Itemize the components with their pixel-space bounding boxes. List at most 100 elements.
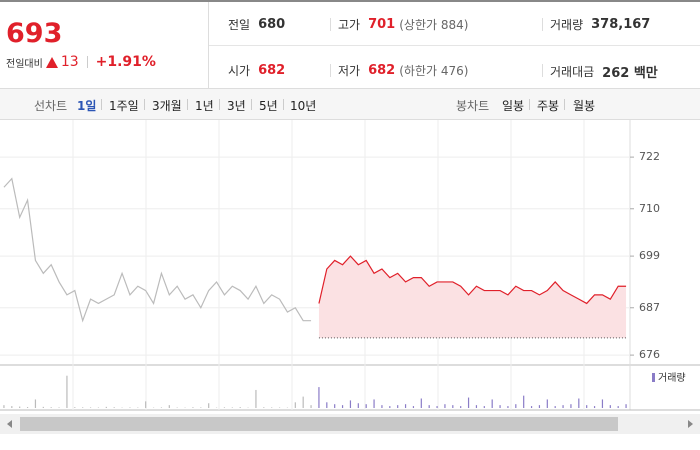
volume-bar — [357, 403, 359, 408]
volume-bar — [3, 405, 5, 408]
volume-bar — [586, 405, 588, 408]
stat-value: 682 — [258, 63, 286, 78]
volume-bar — [58, 407, 60, 408]
tab[interactable]: 10년 — [290, 99, 317, 113]
change-value: 13 — [60, 54, 79, 70]
volume-bar — [404, 404, 407, 408]
price-box: 693 전일대비 13 +1.91% — [0, 2, 209, 88]
volume-bar — [389, 406, 391, 408]
volume-bar — [239, 407, 241, 408]
volume-bar — [452, 405, 454, 408]
tab[interactable]: 5년 — [259, 99, 278, 113]
volume-bar — [160, 407, 163, 408]
stat: 시가 682 — [228, 62, 285, 79]
tab[interactable]: 월봉 — [573, 99, 596, 113]
y-tick-label: 710 — [639, 202, 660, 215]
tab[interactable]: 일봉 — [502, 99, 525, 113]
volume-bar — [444, 404, 446, 408]
change-rate: +1.91% — [95, 54, 156, 70]
volume-bar — [436, 406, 438, 408]
stat-value: 378,167 — [591, 17, 651, 32]
volume-bar — [467, 397, 470, 408]
stat-value: 701 — [368, 17, 396, 32]
volume-bar — [294, 402, 296, 408]
stat-label: 저가 — [338, 64, 361, 78]
volume-bar — [192, 407, 194, 408]
tab[interactable]: 3개월 — [152, 99, 182, 113]
volume-bar — [326, 402, 328, 408]
volume-bar — [538, 405, 541, 408]
volume-bar — [570, 404, 572, 408]
volume-bar — [483, 406, 485, 408]
scroll-thumb[interactable] — [20, 417, 618, 431]
volume-bar — [397, 405, 399, 408]
volume-bar — [82, 407, 84, 408]
volume-bar — [491, 399, 493, 408]
stat-value: 680 — [258, 17, 286, 32]
stat-label: 시가 — [228, 64, 251, 78]
tab[interactable]: 1년 — [195, 99, 214, 113]
volume-bar — [263, 407, 265, 408]
volume-bar — [578, 398, 580, 408]
stat-label: 거래대금 — [550, 65, 595, 79]
tab[interactable]: 1주일 — [109, 99, 139, 113]
stat-label: 전일 — [228, 18, 251, 32]
volume-bar — [499, 405, 501, 408]
volume-bar — [318, 387, 320, 408]
volume-bar — [341, 405, 344, 408]
volume-bar — [617, 406, 619, 408]
area — [318, 256, 627, 338]
volume-bar — [412, 406, 415, 408]
stat: 전일 680 — [228, 16, 285, 33]
volume-bar — [19, 406, 21, 408]
volume-bar — [34, 399, 37, 408]
volume-bar — [420, 398, 422, 408]
volume-bar — [66, 375, 68, 408]
volume-bar — [129, 407, 131, 408]
volume-bar — [562, 405, 564, 408]
tab-group-label: 선차트 — [34, 99, 68, 113]
stat: 거래대금 262 백만 — [542, 62, 658, 81]
volume-bar — [231, 407, 233, 408]
volume-bar — [334, 404, 336, 408]
volume-bar — [625, 404, 627, 408]
stat-label: 고가 — [338, 18, 361, 32]
volume-bar — [601, 399, 604, 408]
change: 전일대비 13 +1.91% — [6, 54, 156, 70]
volume-bar — [89, 407, 92, 408]
volume-bar — [168, 405, 170, 408]
volume-bar — [373, 399, 375, 408]
volume-bar — [349, 400, 352, 408]
stat-label: 거래량 — [550, 18, 584, 32]
stat-note: (하한가 476) — [399, 64, 469, 78]
volume-bar — [381, 405, 383, 408]
volume-bar — [609, 405, 611, 408]
change-label: 전일대비 — [6, 58, 43, 70]
volume-legend: 거래량 — [658, 372, 686, 384]
stat-note: (상한가 884) — [399, 18, 469, 32]
volume-bar — [50, 407, 52, 408]
volume-bar — [11, 406, 13, 408]
tab-group-label: 봉차트 — [456, 99, 490, 113]
volume-bar — [302, 396, 304, 408]
price-line — [3, 177, 312, 323]
volume-bar — [515, 404, 517, 408]
tab[interactable]: 3년 — [227, 99, 246, 113]
volume-bar — [105, 406, 107, 408]
volume-bar — [255, 389, 257, 408]
volume-bar — [271, 407, 273, 408]
stat-value: 682 — [368, 63, 396, 78]
stat: 거래량 378,167 — [541, 16, 651, 33]
volume-bar — [42, 406, 44, 408]
tab[interactable]: 주봉 — [537, 99, 560, 113]
volume-bar — [145, 401, 147, 408]
stat: 고가 701 (상한가 884) — [329, 16, 469, 33]
volume-bar — [523, 395, 525, 408]
y-tick-label: 722 — [639, 150, 660, 163]
tab[interactable]: 1일 — [77, 99, 97, 113]
y-tick-label: 676 — [639, 348, 660, 361]
y-tick-label: 687 — [639, 301, 660, 314]
volume-bar — [365, 404, 367, 408]
y-tick-label: 699 — [639, 249, 660, 262]
